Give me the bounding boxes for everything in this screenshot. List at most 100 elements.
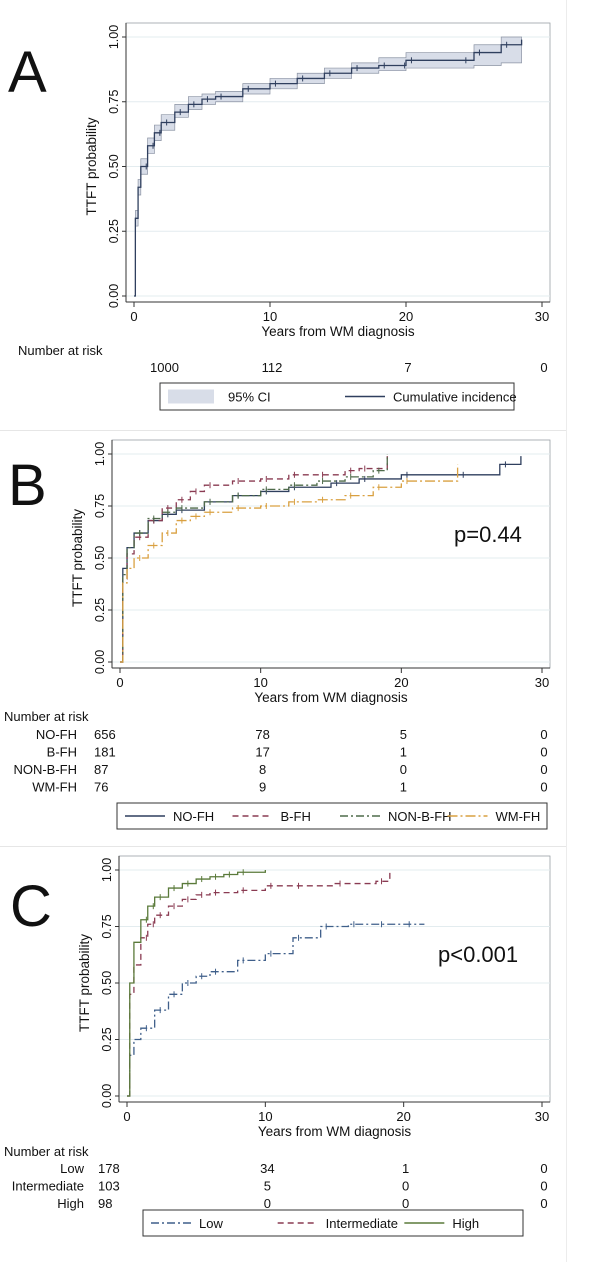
series-line-non-b-fh <box>120 454 388 663</box>
risk-table-title: Number at risk <box>4 1144 89 1159</box>
panel-a: A 0.00 0.25 0.50 0.75 1.00 TTFT probability 0 10… <box>8 22 551 411</box>
risk-value: 0 <box>400 762 407 777</box>
p-value: p<0.001 <box>438 942 518 967</box>
y-tick-label: 0.50 <box>107 154 121 178</box>
risk-value: 87 <box>94 762 108 777</box>
panel-letter: B <box>8 453 47 518</box>
risk-row-label: Intermediate <box>12 1179 84 1194</box>
y-axis-label: TTFT probability <box>84 117 99 215</box>
risk-value: 1 <box>402 1161 409 1176</box>
risk-value: 1000 <box>150 360 179 375</box>
risk-value: 112 <box>262 360 283 375</box>
p-value: p=0.44 <box>454 522 522 547</box>
risk-table-title: Number at risk <box>4 709 89 724</box>
risk-value: 103 <box>98 1179 120 1194</box>
risk-value: 0 <box>540 780 547 795</box>
panel-letter: A <box>8 40 47 105</box>
risk-row-label: NON-B-FH <box>13 762 77 777</box>
y-tick-label: 1.00 <box>107 25 121 49</box>
risk-value: 0 <box>540 1179 547 1194</box>
legend: NO-FH B-FH NON-B-FH WM-FH <box>116 802 548 830</box>
risk-value: 0 <box>264 1196 271 1211</box>
legend: 95% CI Cumulative incidence <box>159 382 517 411</box>
risk-value: 656 <box>94 727 116 742</box>
plot-frame <box>118 855 551 1103</box>
y-tick-label: 1.00 <box>100 858 114 882</box>
risk-value: 34 <box>260 1161 274 1176</box>
risk-value: 98 <box>98 1196 112 1211</box>
legend-box <box>142 1209 524 1237</box>
panel-separator-bc <box>0 846 566 847</box>
risk-value: 8 <box>259 762 266 777</box>
legend-label: Cumulative incidence <box>393 390 517 405</box>
risk-value: 0 <box>540 1196 547 1211</box>
legend-label: Intermediate <box>326 1216 398 1231</box>
y-tick-label: 0.75 <box>100 914 114 938</box>
y-axis-label: TTFT probability <box>70 509 85 607</box>
x-tick-label: 0 <box>130 309 137 324</box>
panel-letter: C <box>10 874 52 939</box>
risk-value: 0 <box>402 1196 409 1211</box>
y-tick-label: 0.75 <box>107 90 121 114</box>
risk-row-label: NO-FH <box>36 727 77 742</box>
y-tick-label: 0.75 <box>93 494 107 518</box>
risk-value: 0 <box>540 727 547 742</box>
risk-value: 1 <box>400 745 407 760</box>
figure-right-border <box>566 0 567 1262</box>
y-tick-label: 0.25 <box>93 598 107 622</box>
series-line-wm-fh <box>120 464 459 663</box>
legend-label: High <box>452 1216 479 1231</box>
y-tick-label: 0.25 <box>107 219 121 243</box>
panel-separator-ab <box>0 430 566 431</box>
legend-box <box>159 382 515 411</box>
risk-value: 76 <box>94 780 108 795</box>
series-line-high <box>127 870 266 1097</box>
legend-label: B-FH <box>281 809 311 824</box>
legend-label: 95% CI <box>228 390 271 405</box>
risk-table-title: Number at risk <box>18 343 103 358</box>
y-tick-label: 0.00 <box>107 284 121 308</box>
legend: Low Intermediate High <box>142 1209 524 1237</box>
x-tick-label: 20 <box>399 309 413 324</box>
risk-value: 0 <box>540 360 547 375</box>
series-line-b-fh <box>120 456 388 663</box>
risk-value: 0 <box>540 745 547 760</box>
risk-value: 5 <box>400 727 407 742</box>
y-axis-label: TTFT probability <box>77 934 92 1032</box>
x-axis-label: Years from WM diagnosis <box>258 1124 412 1139</box>
x-tick-label: 10 <box>263 309 277 324</box>
risk-row-label: WM-FH <box>32 780 77 795</box>
risk-value: 0 <box>540 1161 547 1176</box>
y-tick-label: 0.25 <box>100 1027 114 1051</box>
legend-label: WM-FH <box>496 809 541 824</box>
risk-row-label: B-FH <box>47 745 77 760</box>
legend-label: Low <box>199 1216 223 1231</box>
y-tick-label: 0.00 <box>93 650 107 674</box>
x-axis-label: Years from WM diagnosis <box>261 324 415 339</box>
y-tick-label: 1.00 <box>93 442 107 466</box>
x-tick-label: 30 <box>535 1109 549 1124</box>
risk-value: 178 <box>98 1161 120 1176</box>
series-line-intermediate <box>127 870 391 1097</box>
x-axis-label: Years from WM diagnosis <box>254 690 408 705</box>
risk-value: 7 <box>404 360 411 375</box>
risk-value: 17 <box>255 745 269 760</box>
series-line-no-fh <box>120 456 522 663</box>
x-tick-label: 30 <box>535 675 549 690</box>
risk-value: 78 <box>255 727 269 742</box>
x-tick-label: 10 <box>258 1109 272 1124</box>
legend-label: NO-FH <box>173 809 214 824</box>
x-tick-label: 0 <box>123 1109 130 1124</box>
risk-value: 181 <box>94 745 116 760</box>
series-line-low <box>127 923 425 1097</box>
y-tick-label: 0.50 <box>100 971 114 995</box>
panel-b: B 0.00 0.25 0.50 0.75 1.00 TTFT probability 0 1 0… <box>4 439 551 830</box>
x-tick-label: 20 <box>394 675 408 690</box>
risk-row-label: High <box>57 1196 84 1211</box>
y-tick-label: 0.50 <box>93 546 107 570</box>
risk-value: 5 <box>264 1179 271 1194</box>
series-line-cumulative incidence <box>134 39 523 297</box>
x-tick-label: 20 <box>396 1109 410 1124</box>
